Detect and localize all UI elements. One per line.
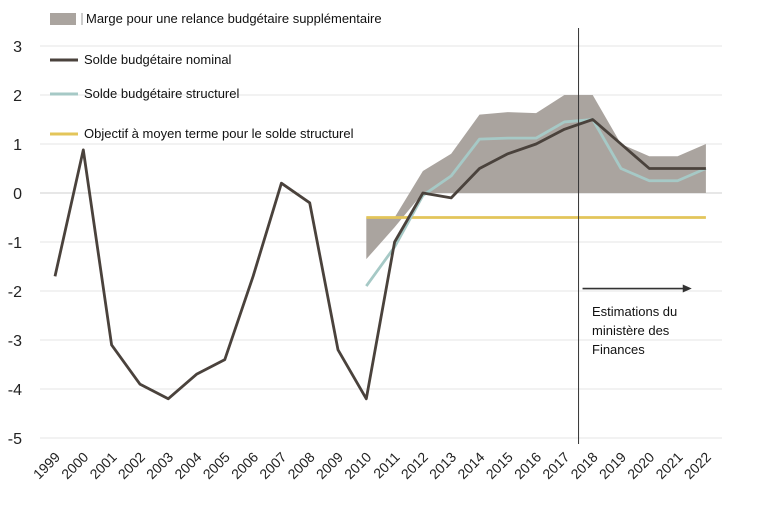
x-tick-label: 2003 — [143, 449, 176, 482]
x-tick-label: 2015 — [483, 449, 516, 482]
x-tick-label: 2002 — [115, 449, 148, 482]
x-tick-label: 2011 — [370, 449, 403, 482]
area-margin-relance — [366, 95, 706, 260]
x-tick-label: 2022 — [681, 449, 714, 482]
legend-swatch-marge — [50, 13, 76, 25]
annotation-line: Estimations du — [592, 304, 677, 319]
y-tick-label: 0 — [13, 186, 22, 203]
y-tick-label: -4 — [8, 382, 22, 399]
x-tick-label: 2014 — [454, 449, 487, 482]
x-tick-label: 2019 — [596, 449, 629, 482]
forecast-arrowhead — [682, 284, 692, 293]
x-tick-label: 2016 — [511, 449, 544, 482]
forecast-annotation: Estimations du ministère des Finances — [582, 284, 692, 357]
series-lines — [53, 118, 707, 401]
legend-label-nominal: Solde budgétaire nominal — [84, 52, 232, 67]
legend-label-structurel: Solde budgétaire structurel — [84, 86, 239, 101]
y-tick-label: -3 — [8, 333, 22, 350]
y-tick-label: 2 — [13, 88, 22, 105]
x-tick-label: 2012 — [398, 449, 431, 482]
annotation-line: Finances — [592, 342, 645, 357]
x-tick-label: 2013 — [426, 449, 459, 482]
y-tick-label: -5 — [8, 431, 22, 448]
legend-label-marge: Marge pour une relance budgétaire supplé… — [86, 11, 382, 26]
x-tick-label: 2020 — [624, 449, 657, 482]
x-tick-label: 2000 — [58, 449, 91, 482]
series-line-nominal — [53, 118, 706, 401]
x-tick-label: 2008 — [284, 449, 317, 482]
y-tick-label: 3 — [13, 39, 22, 56]
x-tick-label: 2021 — [652, 449, 685, 482]
x-tick-label: 2009 — [313, 449, 346, 482]
x-tick-label: 2017 — [539, 449, 572, 482]
y-tick-label: 1 — [13, 137, 22, 154]
legend: Marge pour une relance budgétaire supplé… — [50, 11, 382, 141]
x-tick-label: 2005 — [200, 449, 233, 482]
area-layer — [366, 95, 706, 260]
x-tick-label: 2004 — [171, 449, 204, 482]
annotation-line: ministère des — [592, 323, 670, 338]
y-tick-label: -2 — [8, 284, 22, 301]
legend-label-objectif: Objectif à moyen terme pour le solde str… — [84, 126, 354, 141]
x-axis-tick-labels: 1999200020012002200320042005200620072008… — [30, 449, 714, 482]
y-axis-tick-labels: 3 2 1 0 -1 -2 -3 -4 -5 — [8, 39, 22, 448]
x-tick-label: 2006 — [228, 449, 261, 482]
x-tick-label: 2018 — [567, 449, 600, 482]
x-tick-label: 2007 — [256, 449, 289, 482]
x-tick-label: 1999 — [30, 449, 63, 482]
y-tick-label: -1 — [8, 235, 22, 252]
x-tick-label: 2010 — [341, 449, 374, 482]
x-tick-label: 2001 — [86, 449, 119, 482]
